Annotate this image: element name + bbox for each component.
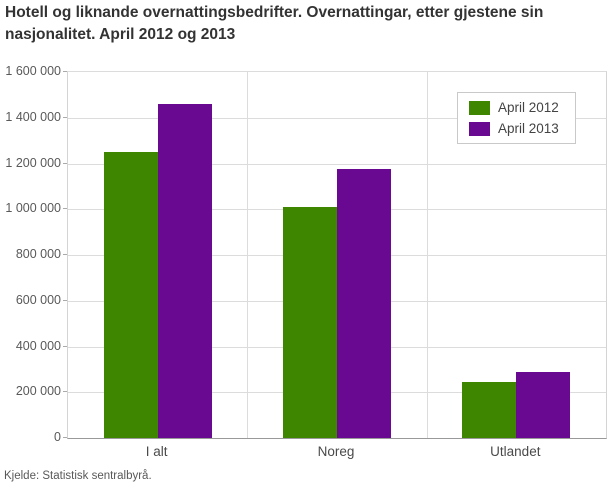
y-tick-mark	[63, 71, 67, 72]
chart-title: Hotell og liknande overnattingsbedrifter…	[5, 4, 544, 43]
legend: April 2012 April 2013	[457, 92, 576, 144]
legend-item: April 2013	[469, 121, 559, 136]
y-tick-label: 1 400 000	[5, 109, 61, 124]
plot-area	[67, 71, 607, 439]
y-tick-label: 1 600 000	[5, 64, 61, 78]
y-tick-mark	[63, 299, 67, 301]
y-tick-label: 200 000	[15, 384, 61, 399]
category-separator	[427, 72, 428, 438]
legend-swatch	[469, 100, 490, 115]
bar-april-2012-i-alt	[104, 152, 158, 438]
legend-swatch	[469, 121, 490, 136]
x-tick-label: Utlandet	[490, 444, 541, 459]
category-separator	[247, 72, 248, 438]
gridline	[68, 117, 606, 119]
y-tick-mark	[63, 254, 67, 255]
x-tick-label: I alt	[145, 444, 168, 459]
y-tick-mark	[63, 162, 67, 164]
bar-april-2013-utlandet	[516, 372, 570, 438]
y-tick-label: 1 200 000	[5, 155, 61, 170]
y-tick-mark	[63, 208, 67, 210]
source-note: Kjelde: Statistisk sentralbyrå.	[4, 470, 152, 482]
y-tick-label: 1 000 000	[5, 201, 61, 216]
bar-april-2013-i-alt	[158, 104, 212, 438]
y-tick-mark	[63, 116, 67, 118]
bar-april-2013-noreg	[337, 169, 391, 438]
bar-april-2012-utlandet	[462, 382, 516, 438]
x-tick-label: Noreg	[317, 444, 355, 459]
legend-label: April 2012	[498, 100, 559, 115]
y-tick-mark	[63, 391, 67, 393]
y-tick-label: 800 000	[15, 247, 61, 261]
gridline	[68, 163, 606, 165]
legend-item: April 2012	[469, 100, 559, 115]
legend-label: April 2013	[498, 121, 559, 136]
y-tick-label: 600 000	[15, 292, 61, 307]
y-tick-mark	[63, 437, 67, 438]
bar-april-2012-noreg	[283, 207, 337, 438]
y-tick-mark	[63, 345, 67, 347]
y-tick-label: 400 000	[15, 338, 61, 353]
y-tick-label: 0	[54, 430, 61, 444]
